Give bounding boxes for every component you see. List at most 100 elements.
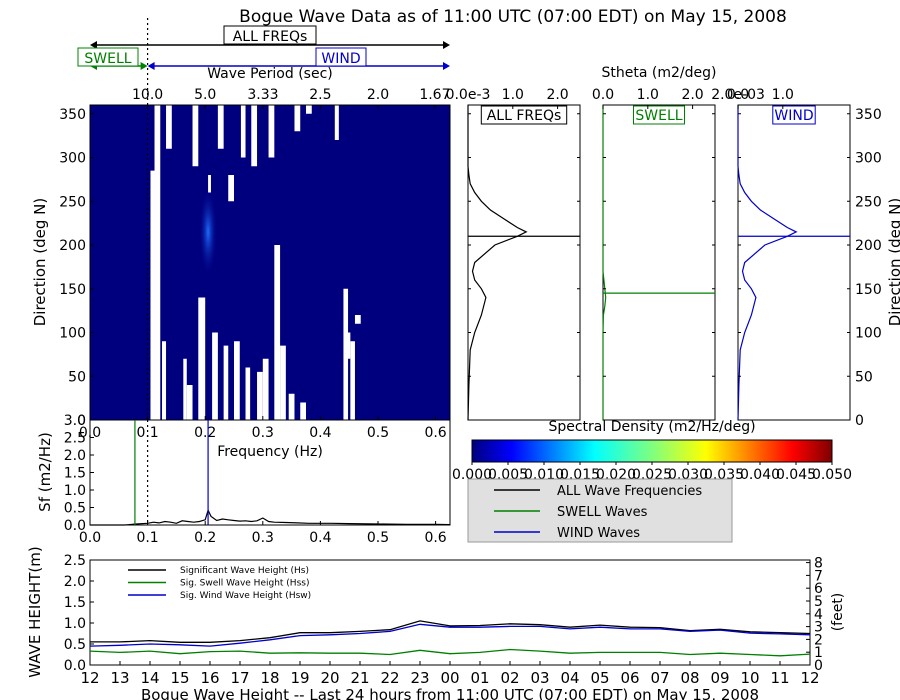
heatmap-gap-cell [346, 332, 351, 359]
spectrum-ytick-label: 0.0 [64, 518, 86, 534]
direction-panel-title-box-swell [633, 105, 685, 125]
history-series-line [89, 648, 811, 657]
spectrum-xtick-label: 0.5 [367, 530, 389, 546]
colorbar-tick-label: 0.040 [740, 467, 780, 483]
history-series-line [90, 620, 811, 643]
all-label: ALL FREQs [233, 29, 308, 45]
heatmap-ytick-label: 150 [59, 282, 86, 298]
direction-panel-title-box-wind [772, 105, 816, 125]
direction-right-tick-label: 100 [855, 326, 882, 342]
wind-range-arrow-right-head [443, 62, 450, 70]
history-xtick-label: 20 [320, 669, 339, 687]
history-xtick-label: 18 [260, 669, 279, 687]
heatmap-gap-cell [343, 288, 349, 420]
heatmap-gap-cell [162, 341, 167, 420]
history-ytick-label: 1.0 [64, 616, 86, 632]
colorbar-tick-label: 0.045 [776, 467, 816, 483]
history-xlabel: Bogue Wave Height -- Last 24 hours from … [141, 686, 759, 700]
direction-right-tick-label: 200 [855, 238, 882, 254]
direction-curve-swell [602, 105, 607, 420]
spectrum-ytick-label: 1.0 [64, 483, 86, 499]
direction-panel-frame-wind [737, 104, 851, 421]
spectrum-ytick-label: 1.5 [64, 466, 86, 482]
spectrum-xtick-label: 0.3 [252, 530, 274, 546]
direction-right-tick-label: 350 [855, 107, 882, 123]
all-range-arrow-left-head [90, 41, 97, 49]
swell-label-box [77, 47, 139, 67]
history-legend-entry: Sig. Wind Wave Height (Hsw) [180, 591, 311, 601]
heatmap-gap-cell [354, 315, 361, 324]
history-right-ytick-label: 0 [814, 658, 823, 674]
direction-right-tick-label: 300 [855, 151, 882, 167]
heatmap-gap-cell [306, 105, 312, 114]
spectrum-xtick-label: 0.2 [194, 530, 216, 546]
heatmap-gap-cell [280, 345, 286, 420]
spectrum-ytick-label: 2.5 [64, 431, 86, 447]
history-legend-entry: Significant Wave Height (Hs) [180, 566, 309, 576]
colorbar-tick-label: 0.050 [812, 467, 852, 483]
heatmap-gap-cell [294, 105, 301, 132]
history-xtick-label: 17 [230, 669, 249, 687]
heatmap-gap-cell [150, 170, 155, 420]
direction-spectrum-panels: ALL FREQs 0.0e-3 1.0 2.0 SWELL 0.0 1.0 2.0 WIND 0… [446, 87, 900, 429]
direction-xtick-label: 2.0e-03 [711, 87, 765, 103]
direction-panel-title-swell: SWELL [635, 108, 682, 124]
spectrum-xtick-label: 0.0 [79, 530, 101, 546]
heatmap-ytick-label: 200 [59, 238, 86, 254]
period-tick-label: 2.0 [367, 87, 389, 103]
heatmap-gap-cell [268, 105, 275, 158]
history-right-ytick-label: 5 [814, 594, 823, 610]
direction-panel-frame-all-freqs [467, 104, 581, 421]
history-xtick-label: 04 [560, 669, 579, 687]
legend: ALL Wave Frequencies SWELL Waves WIND Wave… [467, 478, 733, 543]
direction-xtick-label: 2.0 [546, 87, 568, 103]
legend-entry: SWELL Waves [557, 505, 648, 520]
all-label-box [223, 25, 317, 45]
history-ytick-label: 0.0 [64, 658, 86, 674]
heatmap-gap-cell [262, 358, 269, 420]
legend-entry: WIND Waves [557, 526, 640, 541]
direction-curve-wind [737, 105, 798, 421]
wind-label-box [315, 47, 367, 67]
history-legend-entry: Sig. Swell Wave Height (Hss) [180, 579, 309, 589]
direction-right-tick-label: 0 [855, 413, 864, 429]
period-tick-label: 10.0 [132, 87, 163, 103]
direction-xtick-label: 1.0 [772, 87, 794, 103]
wind-label: WIND [321, 51, 360, 67]
wave-height-history-panel: Significant Wave Height (Hs) Sig. Swell W… [26, 546, 846, 700]
spectrum-ytick-label: 0.5 [64, 501, 86, 517]
heatmap-gap-cell [300, 402, 306, 420]
direction-right-tick-label: 50 [855, 369, 873, 385]
history-xtick-label: 22 [380, 669, 399, 687]
frequency-spectrum-panel: 0.00.51.01.52.02.53.00.0 0.1 0.2 0.3 0.4 0.5 0… [36, 413, 451, 546]
direction-right-tick-label: 150 [855, 282, 882, 298]
spectrum-xtick-label: 0.6 [424, 530, 446, 546]
history-xtick-label: 19 [290, 669, 309, 687]
history-xtick-label: 01 [470, 669, 489, 687]
history-series-line [89, 623, 811, 647]
period-tick-label: 1.67 [419, 87, 450, 103]
period-axis-label: Wave Period (sec) [207, 66, 333, 82]
heatmap-ytick-label: 250 [59, 194, 86, 210]
direction-right-ylabel: Direction (deg N) [886, 198, 900, 327]
direction-xtick-label: 1.0 [502, 87, 524, 103]
history-ytick-label: 0.5 [64, 637, 86, 653]
heatmap-ytick-label: 50 [68, 369, 86, 385]
spectrum-ytick-label: 2.0 [64, 448, 86, 464]
heatmap-gap-cell [350, 341, 355, 420]
direction-xtick-label: 2.0 [681, 87, 703, 103]
heatmap-gap-cell [245, 367, 251, 420]
heatmap-xtick-label: 0.2 [194, 425, 216, 441]
history-xtick-label: 15 [170, 669, 189, 687]
direction-curve-all-freqs [467, 105, 528, 421]
history-xtick-label: 16 [200, 669, 219, 687]
colorbar-title: Spectral Density (m2/Hz/deg) [548, 419, 755, 435]
history-right-ytick-label: 6 [814, 581, 823, 597]
heatmap-xtick-label: 0.4 [309, 425, 331, 441]
direction-right-tick-label: 250 [855, 194, 882, 210]
history-xtick-label: 07 [650, 669, 669, 687]
heatmap-gap-cell [288, 393, 295, 420]
heatmap-gap-cell [198, 297, 206, 420]
